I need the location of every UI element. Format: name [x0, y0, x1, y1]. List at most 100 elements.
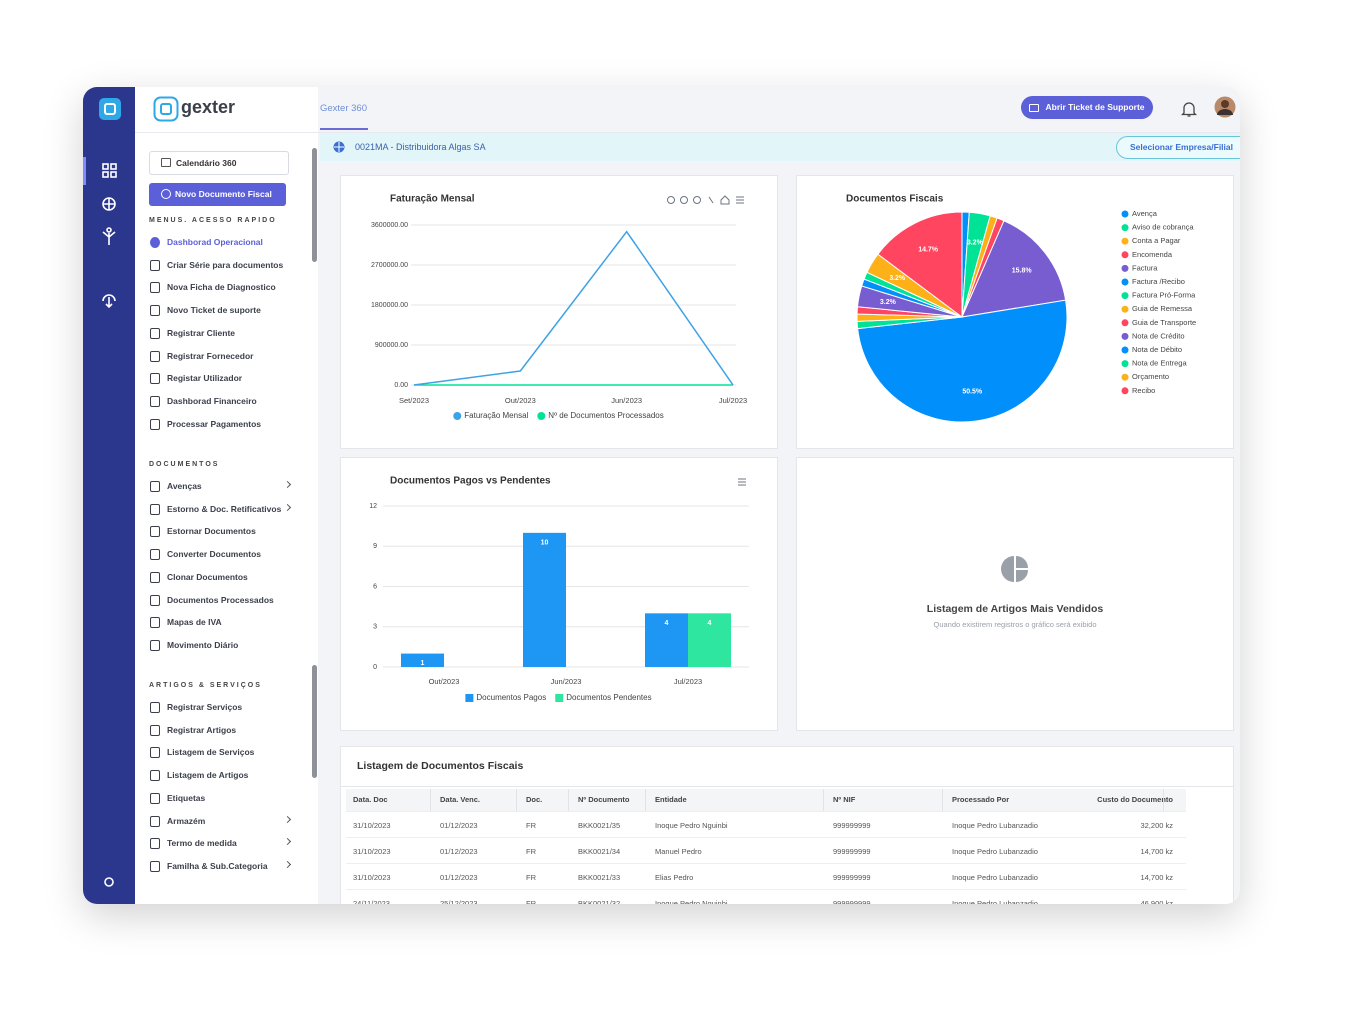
- legend-marker: [1121, 251, 1129, 259]
- submenu-chevron: [283, 480, 292, 489]
- column-header: Data. Doc: [353, 795, 388, 804]
- menu-item[interactable]: Avenças: [167, 481, 202, 491]
- icon-sidebar: [83, 87, 135, 904]
- pie-chart: Documentos Fiscais 3.2% 15.8% 50.5% 3.2% 3.2%…: [846, 194, 1196, 423]
- y-tick-label: 900000.00: [375, 342, 408, 349]
- nav-icons[interactable]: [102, 163, 117, 887]
- table-title: Listagem de Documentos Fiscais: [357, 760, 524, 772]
- menu-item[interactable]: Listagem de Serviços: [167, 747, 255, 758]
- y-tick-label: 0.00: [394, 382, 408, 389]
- chart-menu[interactable]: [738, 478, 746, 486]
- bar-label: 10: [541, 540, 549, 547]
- bar: [688, 613, 731, 667]
- menu-item[interactable]: Registrar Cliente: [167, 327, 236, 338]
- table-cell: 999999999: [833, 873, 871, 882]
- table-cell: 14,700 kz: [1140, 873, 1173, 882]
- menu-item[interactable]: Processar Pagamentos: [167, 418, 262, 429]
- slice-label: 3.2%: [889, 275, 906, 282]
- legend-marker: [1121, 332, 1129, 340]
- table-cell: Inoque Pedro Lubanzadio: [952, 873, 1038, 882]
- menu-item[interactable]: Registrar Fornecedor: [167, 350, 254, 361]
- menu-panel: Calendário 360 Novo Documento Fiscal MENUS…: [135, 87, 318, 904]
- ticket-button[interactable]: Abrir Ticket de Supporte: [1021, 96, 1153, 119]
- app-window: Calendário 360 Novo Documento Fiscal MENUS…: [83, 87, 1240, 904]
- table-cell: BKK0021/33: [578, 873, 621, 882]
- table-cell: 24/11/2023: [353, 899, 390, 904]
- menu-item[interactable]: Criar Série para documentos: [167, 259, 284, 270]
- empty-title: Listagem de Artigos Mais Vendidos: [926, 603, 1104, 615]
- bell[interactable]: [1181, 100, 1197, 118]
- menu-item[interactable]: Listagem de Artigos: [167, 770, 249, 781]
- line-chart-card: Faturação Mensal 0.00 900000.00 1800000.00 2…: [340, 175, 778, 449]
- bar: [401, 653, 444, 667]
- select-company-button[interactable]: Selecionar Empresa/Filial: [1116, 136, 1240, 159]
- column-header: Entidade: [655, 795, 687, 804]
- legend-label: Encomenda: [1132, 250, 1173, 259]
- menu-icon: [150, 770, 160, 782]
- legend-marker: [1121, 346, 1129, 354]
- y-tick-label: 12: [369, 503, 377, 510]
- submenu-chevron: [283, 860, 292, 868]
- menu-item[interactable]: Nova Ficha de Diagnostico: [167, 282, 276, 293]
- legend-marker: [555, 694, 564, 702]
- table-card: Listagem de Documentos Fiscais Data. Doc…: [340, 746, 1234, 904]
- legend-label: Aviso de cobrança: [1132, 223, 1194, 232]
- new-document-button[interactable]: Novo Documento Fiscal: [149, 183, 286, 206]
- menu-item[interactable]: Registrar Artigos: [167, 724, 237, 735]
- menu-icon: [150, 792, 160, 804]
- x-tick-label: Jun/2023: [611, 396, 642, 405]
- menu-item[interactable]: Estornar Documentos: [167, 526, 256, 537]
- menu-item[interactable]: Registar Utilizador: [167, 373, 243, 384]
- row-border: [346, 889, 1186, 890]
- column-header: Data. Venc.: [440, 795, 481, 804]
- menu-icon: [150, 503, 160, 515]
- legend-label: Avença: [1132, 209, 1158, 218]
- column-header: Processado Por: [952, 795, 1010, 804]
- menu-item[interactable]: Clonar Documentos: [167, 571, 248, 582]
- legend-marker: [1121, 305, 1129, 313]
- menu-item[interactable]: Novo Ticket de suporte: [167, 305, 261, 316]
- menu-item[interactable]: Mapas de IVA: [167, 617, 222, 628]
- bar-chart-card: Documentos Pagos vs Pendentes 0 3 6 9 12 Out/2…: [340, 457, 778, 731]
- y-tick-label: 2700000.00: [371, 262, 408, 269]
- chart-toolbar[interactable]: [667, 195, 745, 205]
- menu-item[interactable]: Registrar Serviços: [167, 702, 243, 712]
- legend-label: Recibo: [1132, 386, 1155, 395]
- table-cell: FR: [526, 899, 536, 904]
- menu-item[interactable]: Familha & Sub.Categoria: [167, 860, 268, 871]
- menu-icon: [150, 838, 160, 850]
- table-cell: Elias Pedro: [655, 873, 694, 882]
- x-tick-label: Set/2023: [399, 396, 429, 405]
- menu-item[interactable]: Dashborad Financeiro: [167, 395, 257, 406]
- menu-item[interactable]: Movimento Diário: [167, 639, 239, 650]
- table-cell: 999999999: [833, 899, 871, 904]
- table-header-bg: [346, 789, 1186, 811]
- menu-item[interactable]: Termo de medida: [167, 838, 237, 849]
- calendar-button[interactable]: Calendário 360: [149, 151, 289, 175]
- ticket-button-label: Abrir Ticket de Supporte: [1045, 102, 1145, 112]
- slice-label: 3.2%: [967, 239, 984, 246]
- table-cell: 25/12/2023: [440, 899, 478, 904]
- menu-item[interactable]: Etiquetas: [167, 792, 206, 803]
- menu-icon: [150, 395, 160, 407]
- bar-label: 1: [421, 660, 425, 667]
- menu-icon: [150, 350, 160, 362]
- column-divider: [1163, 789, 1164, 811]
- menu-item[interactable]: Armazém: [167, 815, 206, 826]
- menu-item[interactable]: Converter Documentos: [167, 549, 261, 560]
- menu-item[interactable]: Documentos Processados: [167, 594, 274, 605]
- y-tick-label: 3: [373, 624, 377, 631]
- avatar[interactable]: [1214, 96, 1236, 118]
- menu-item[interactable]: Dashborad Operacional: [167, 237, 263, 247]
- legend-label: Nota de Crédito: [1132, 331, 1185, 340]
- table-cell: FR: [526, 873, 536, 882]
- column-divider: [430, 789, 431, 811]
- table-cell: Inoque Pedro Nguinbi: [655, 821, 728, 830]
- tab[interactable]: Gexter 360: [320, 103, 367, 114]
- y-tick-label: 6: [373, 583, 377, 590]
- menu-item[interactable]: Estorno & Doc. Retificativos: [167, 503, 282, 514]
- table-cell: 31/10/2023: [353, 821, 391, 830]
- chart-title: Faturação Mensal: [390, 194, 475, 205]
- table-cell: Manuel Pedro: [655, 847, 702, 856]
- menu-icon: [150, 259, 160, 271]
